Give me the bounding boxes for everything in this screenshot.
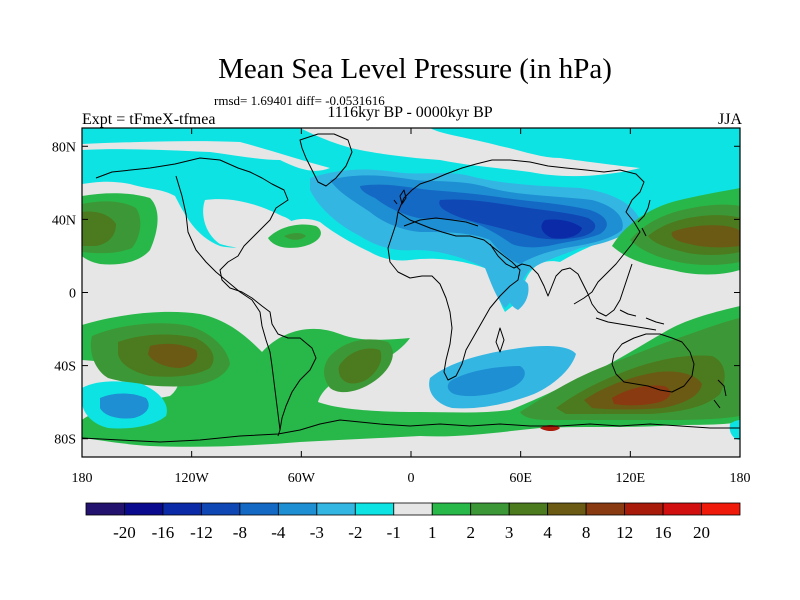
y-tick-label: 80S [54,433,76,448]
season-label: JJA [717,111,742,128]
colorbar-swatch [124,502,164,516]
colorbar-swatch [85,502,125,516]
x-tick-label: 180 [730,471,751,486]
x-tick-label: 0 [408,471,415,486]
contour-spac-8 [148,343,198,368]
x-tick-label: 180 [72,471,93,486]
x-tick-label: 120E [616,471,646,486]
colorbar-label: -8 [233,523,247,542]
colorbar-label: -3 [310,523,324,542]
y-tick-label: 40S [54,360,76,375]
coast-japan [637,199,651,237]
contour-natl-positive-3 [284,233,306,240]
chart-title: Mean Sea Level Pressure (in hPa) [218,53,612,85]
coast-west-americas [175,175,281,431]
contour-enp-8 [671,225,740,248]
colorbar: -20 -16 -12 -8 -4 -3 -2 -1 1 2 3 4 8 12 16 20 [85,502,741,542]
colorbar-swatch [162,502,202,516]
period-label: 1116kyr BP - 0000kyr BP [327,104,493,121]
colorbar-swatch [239,502,279,516]
colorbar-swatch [624,502,664,516]
x-tick-label: 60E [509,471,532,486]
contour-sind-12 [612,385,671,406]
colorbar-swatch [393,502,433,516]
colorbar-swatch [354,502,395,516]
contour-satl-4 [338,348,382,384]
colorbar-label: 3 [505,523,514,542]
coast-europe [397,159,645,305]
coast-north-america [95,157,317,437]
colorbar-label: 8 [582,523,591,542]
coast-arabia-india [489,243,589,297]
colorbar-swatch [701,502,741,516]
coast-uk [393,189,407,205]
colorbar-label: -4 [271,523,286,542]
contour-se-pacific-neg [729,420,740,440]
colorbar-label: 1 [428,523,437,542]
coast-mediterranean [403,217,479,227]
stats-text: rmsd= 1.69401 diff= -0.0531616 [214,93,385,108]
contour-arctic-cyan-strip [82,141,330,171]
colorbar-swatch [431,502,472,516]
y-tick-label: 40N [52,213,76,228]
colorbar-label: 16 [655,523,672,542]
coast-new-zealand [713,379,727,409]
colorbar-swatch [277,502,318,516]
contour-sio-neg-3 [447,366,525,397]
colorbar-swatch [470,502,510,516]
coast-madagascar [495,327,505,353]
coast-greenland [299,133,353,187]
contour-arctic-white [300,128,640,177]
axes: 180 120W 60W 0 60E 120E 180 80N 40N 0 40S 80S [52,128,751,486]
colorbar-swatch [547,502,587,516]
colorbar-label: -20 [113,523,136,542]
colorbar-label: -12 [190,523,213,542]
coast-indonesia [595,309,665,331]
coast-africa [387,211,521,381]
colorbar-label: 2 [466,523,475,542]
colorbar-label: 4 [543,523,552,542]
colorbar-swatch [662,502,702,516]
colorbar-label: 12 [616,523,633,542]
colorbar-label: -1 [387,523,401,542]
coast-antarctica [82,419,740,443]
colorbar-label: -16 [152,523,175,542]
colorbar-label: 20 [693,523,710,542]
y-tick-label: 0 [69,287,76,302]
y-tick-label: 80N [52,140,76,155]
colorbar-label: -2 [348,523,362,542]
contour-eurasia-12 [541,219,582,239]
colorbar-swatch [316,502,356,516]
contour-wnp-4 [82,211,116,246]
colorbar-swatch [201,502,241,516]
contour-europe-4 [371,186,418,205]
contour-spac-neg-3 [100,393,149,419]
x-tick-label: 60W [288,471,316,486]
experiment-label: Expt = tFmeX-tfmea [82,111,216,128]
x-tick-label: 120W [175,471,210,486]
coastlines [82,133,740,443]
colorbar-swatch [508,502,549,516]
coast-southeast-asia [587,263,633,317]
colorbar-swatch [585,502,625,516]
coast-australia [611,333,695,393]
